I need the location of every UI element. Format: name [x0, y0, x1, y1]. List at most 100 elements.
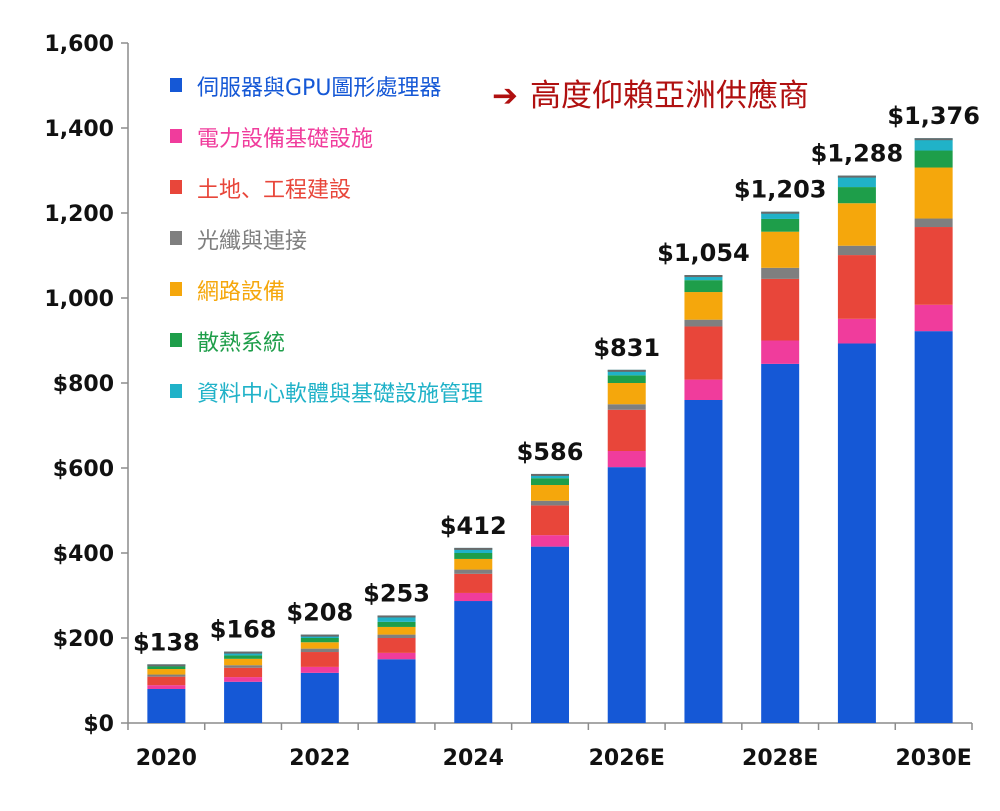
bar-segment-cooling [837, 187, 876, 204]
bar-segment-power [761, 340, 800, 364]
y-tick-label: 1,000 [44, 287, 114, 312]
legend-label: 土地、工程建設 [197, 178, 351, 203]
legend-swatch [170, 333, 182, 347]
bar-top-edge [377, 615, 416, 618]
bar-segment-software [837, 175, 876, 188]
x-tick-label: 2024 [443, 746, 504, 771]
legend-label: 光纖與連接 [197, 229, 307, 254]
legend-label: 伺服器與GPU圖形處理器 [197, 76, 441, 101]
bar-segment-gpu [300, 672, 339, 723]
y-tick-label: 1,400 [44, 117, 114, 142]
bar-segment-gpu [914, 331, 953, 723]
x-tick-label: 2028E [742, 746, 818, 771]
bar-segment-power [607, 451, 646, 468]
callout-arrow-icon: ➔ [492, 78, 518, 114]
bar-segment-land [224, 667, 263, 678]
y-tick-label: $400 [53, 542, 114, 567]
bar-segment-cooling [531, 478, 569, 485]
bar-segment-software [761, 211, 800, 219]
bar-total-label: $1,376 [887, 102, 980, 130]
bar-segment-power [914, 304, 953, 332]
bar-total-label: $586 [517, 438, 584, 466]
bar-top-edge [684, 275, 723, 278]
y-tick-label: $200 [53, 627, 114, 652]
bar-segment-software [454, 547, 493, 553]
bar-segment-software [684, 275, 723, 281]
bar-top-edge [147, 664, 186, 667]
bar-top-edge [837, 175, 876, 178]
bar-total-label: $168 [210, 616, 277, 644]
bar-top-edge [454, 547, 493, 550]
bar-top-edge [224, 651, 263, 654]
bar-top-edge [761, 211, 800, 214]
legend-swatch [170, 384, 182, 398]
bar-top-edge [914, 138, 953, 141]
legend-swatch [170, 231, 182, 245]
bar-segment-cooling [761, 218, 800, 232]
bar-total-label: $208 [286, 599, 353, 627]
bar-segment-cooling [914, 150, 953, 168]
bar-total-label: $1,203 [734, 176, 827, 204]
bar-top-edge [607, 369, 646, 372]
bar-total-label: $253 [363, 579, 430, 607]
bar-segment-network [761, 231, 800, 268]
bar-segment-fiber [300, 648, 339, 653]
bar-segment-land [454, 573, 493, 593]
bar-segment-cooling [607, 375, 646, 383]
bar-segment-software [531, 473, 569, 479]
bar-segment-gpu [837, 343, 876, 723]
bar-total-label: $1,288 [811, 140, 904, 168]
bar-segment-land [914, 227, 953, 305]
bar-segment-cooling [454, 553, 493, 559]
bar-segment-land [531, 505, 569, 536]
bar-segment-gpu [531, 546, 569, 723]
bar-segment-network [607, 383, 646, 405]
bar-segment-cooling [377, 621, 416, 627]
y-tick-label: 1,600 [44, 32, 114, 57]
bar-segment-power [300, 666, 339, 673]
bar-segment-software [914, 138, 953, 151]
bar-segment-network [531, 485, 569, 501]
bar-segment-cooling [300, 638, 339, 643]
legend-label: 資料中心軟體與基礎設施管理 [197, 382, 483, 407]
bar-segment-gpu [454, 601, 493, 723]
legend-swatch [170, 129, 182, 143]
bar-segment-fiber [837, 245, 876, 256]
x-tick-label: 2022 [289, 746, 350, 771]
x-tick-label: 2026E [589, 746, 665, 771]
bar-segment-cooling [684, 280, 723, 293]
bar-segment-software [377, 615, 416, 622]
bar-segment-software [607, 369, 646, 376]
bar-segment-network [224, 658, 263, 666]
bar-segment-gpu [377, 659, 416, 723]
bar-segment-network [684, 292, 723, 320]
bar-segment-fiber [531, 500, 569, 506]
legend-label: 電力設備基礎設施 [197, 127, 373, 152]
bar-segment-power [147, 685, 186, 689]
bar-total-label: $412 [440, 512, 507, 540]
bar-segment-land [147, 676, 186, 686]
bar-segment-cooling [147, 666, 186, 670]
bar-segment-power [531, 535, 569, 547]
legend-swatch [170, 282, 182, 296]
bar-segment-power [377, 652, 416, 660]
y-tick-label: $800 [53, 372, 114, 397]
bar-segment-land [761, 278, 800, 341]
bar-segment-network [147, 669, 186, 675]
bar-segment-gpu [147, 689, 186, 723]
bar-segment-network [914, 167, 953, 219]
bar-total-label: $1,054 [657, 239, 750, 267]
x-tick-label: 2030E [896, 746, 972, 771]
bar-segment-fiber [761, 267, 800, 279]
y-tick-label: 1,200 [44, 202, 114, 227]
legend-swatch [170, 180, 182, 194]
bar-segment-cooling [224, 655, 263, 659]
bar-segment-land [607, 409, 646, 451]
legend: 伺服器與GPU圖形處理器電力設備基礎設施土地、工程建設光纖與連接網路設備散熱系統… [170, 76, 483, 407]
bar-segment-gpu [684, 400, 723, 723]
bar-layer [147, 138, 953, 723]
bar-segment-gpu [607, 467, 646, 723]
bar-segment-land [377, 638, 416, 653]
